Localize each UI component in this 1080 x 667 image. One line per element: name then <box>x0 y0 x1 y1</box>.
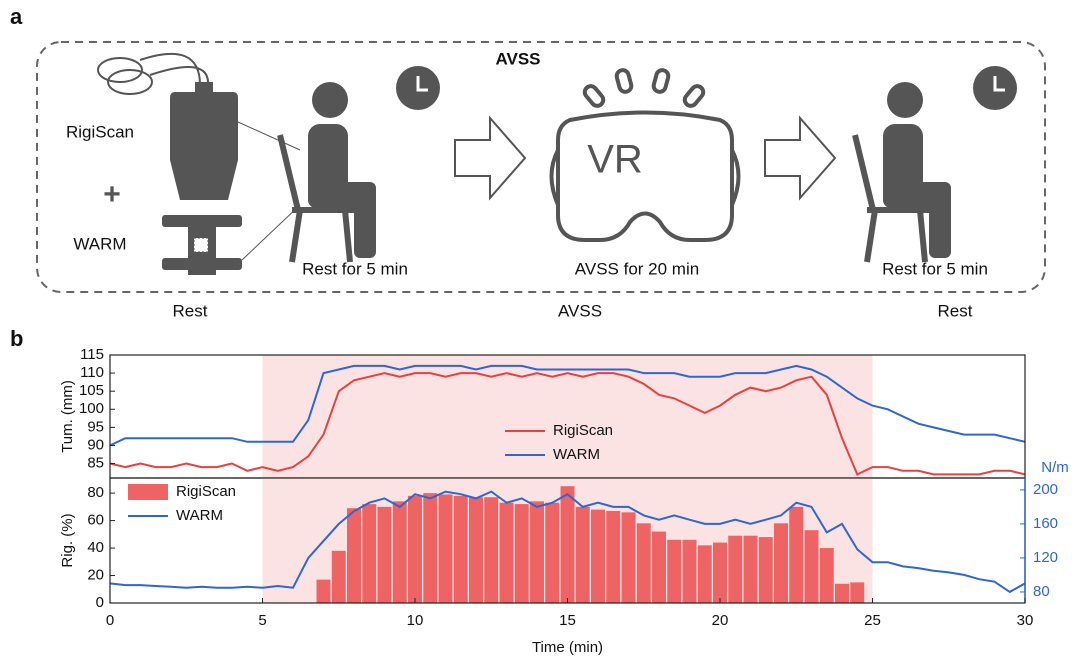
seated-person <box>852 82 951 263</box>
bar <box>575 506 590 603</box>
data-line <box>109 372 1026 476</box>
bar <box>316 579 331 603</box>
legend-swatch <box>128 484 168 500</box>
y-axis-label: Rig. (%) <box>59 513 76 567</box>
y-tick-label: 110 <box>80 364 104 381</box>
bar <box>713 542 727 603</box>
x-tick-label: 15 <box>559 612 576 629</box>
bar <box>850 582 865 603</box>
y2-tick-label: 120 <box>1033 549 1058 566</box>
bar <box>362 504 377 603</box>
device-label: RigiScan <box>66 122 134 141</box>
bar <box>804 530 819 603</box>
data-line <box>109 364 1026 447</box>
x-tick-label: 10 <box>407 612 424 629</box>
bar <box>743 535 758 603</box>
y-tick-label: 85 <box>87 454 104 471</box>
bar <box>408 495 422 603</box>
step-label: Rest for 5 min <box>302 259 408 278</box>
device-label: WARM <box>73 234 126 253</box>
highlight-region <box>262 355 873 478</box>
bar <box>758 537 773 603</box>
bar <box>530 501 544 603</box>
step-label: AVSS for 20 min <box>575 259 699 278</box>
bar <box>819 548 834 603</box>
connector <box>237 121 301 151</box>
vr-text: VR <box>587 138 643 182</box>
y-axis-label: Tum. (mm) <box>59 380 76 453</box>
x-tick-label: 20 <box>712 612 729 629</box>
bar <box>774 523 788 603</box>
x-tick-label: 25 <box>864 612 881 629</box>
y-tick-label: 95 <box>87 418 104 435</box>
arrow <box>454 115 527 201</box>
y-tick-label: 105 <box>79 382 104 399</box>
arrow <box>764 115 837 201</box>
plus-sign: + <box>103 178 121 211</box>
legend-label: RigiScan <box>176 483 236 500</box>
bar <box>377 506 392 603</box>
panel-label: b <box>10 326 23 351</box>
y-tick-label: 60 <box>87 512 104 529</box>
bar <box>331 550 346 603</box>
protocol-frame <box>36 41 1046 293</box>
bar <box>514 504 529 603</box>
y2-tick-label: 80 <box>1033 583 1050 600</box>
bar <box>682 539 697 603</box>
phase-label: AVSS <box>558 301 602 320</box>
bar <box>560 486 575 603</box>
bar <box>453 495 468 603</box>
bar <box>835 583 849 603</box>
bar <box>728 535 743 603</box>
bar <box>697 545 712 603</box>
bar <box>347 508 361 603</box>
panel-label: a <box>10 4 23 29</box>
bar <box>591 509 605 603</box>
x-tick-label: 30 <box>1017 612 1034 629</box>
rigiscan-device <box>97 52 238 200</box>
clock <box>973 66 1017 110</box>
bar <box>469 497 483 603</box>
data-line <box>109 490 1026 594</box>
legend-label: WARM <box>553 446 600 463</box>
bar <box>499 502 514 603</box>
y2-tick-label: 200 <box>1033 481 1058 498</box>
bar <box>606 510 621 603</box>
bar <box>636 523 651 603</box>
bar <box>423 493 438 603</box>
vr-headset <box>549 68 741 242</box>
bar <box>545 502 560 603</box>
clock <box>396 66 440 110</box>
y-tick-label: 40 <box>87 539 104 556</box>
phase-label: Rest <box>938 301 973 320</box>
y2-tick-label: 160 <box>1033 515 1058 532</box>
x-tick-label: 0 <box>106 612 114 629</box>
y-tick-label: 115 <box>80 346 104 363</box>
phase-label: Rest <box>173 301 208 320</box>
bar <box>652 531 666 603</box>
bar <box>484 497 499 603</box>
bar <box>392 501 407 603</box>
legend-label: WARM <box>176 507 223 524</box>
y-tick-label: 0 <box>96 594 104 611</box>
warm-device <box>162 215 242 275</box>
step-label: Rest for 5 min <box>882 259 988 278</box>
seated-person <box>277 82 376 263</box>
y2-axis-label: N/m <box>1041 459 1069 476</box>
y-tick-label: 100 <box>79 400 104 417</box>
connector <box>241 204 301 261</box>
y-tick-label: 20 <box>87 566 104 583</box>
bar <box>667 539 682 603</box>
bar <box>438 494 453 603</box>
bar <box>789 506 804 603</box>
protocol-title: AVSS <box>495 49 540 68</box>
bar <box>621 512 636 603</box>
x-axis-label: Time (min) <box>532 639 603 656</box>
y-tick-label: 80 <box>87 484 104 501</box>
x-tick-label: 5 <box>258 612 266 629</box>
y-tick-label: 90 <box>87 436 104 453</box>
legend-label: RigiScan <box>553 422 613 439</box>
